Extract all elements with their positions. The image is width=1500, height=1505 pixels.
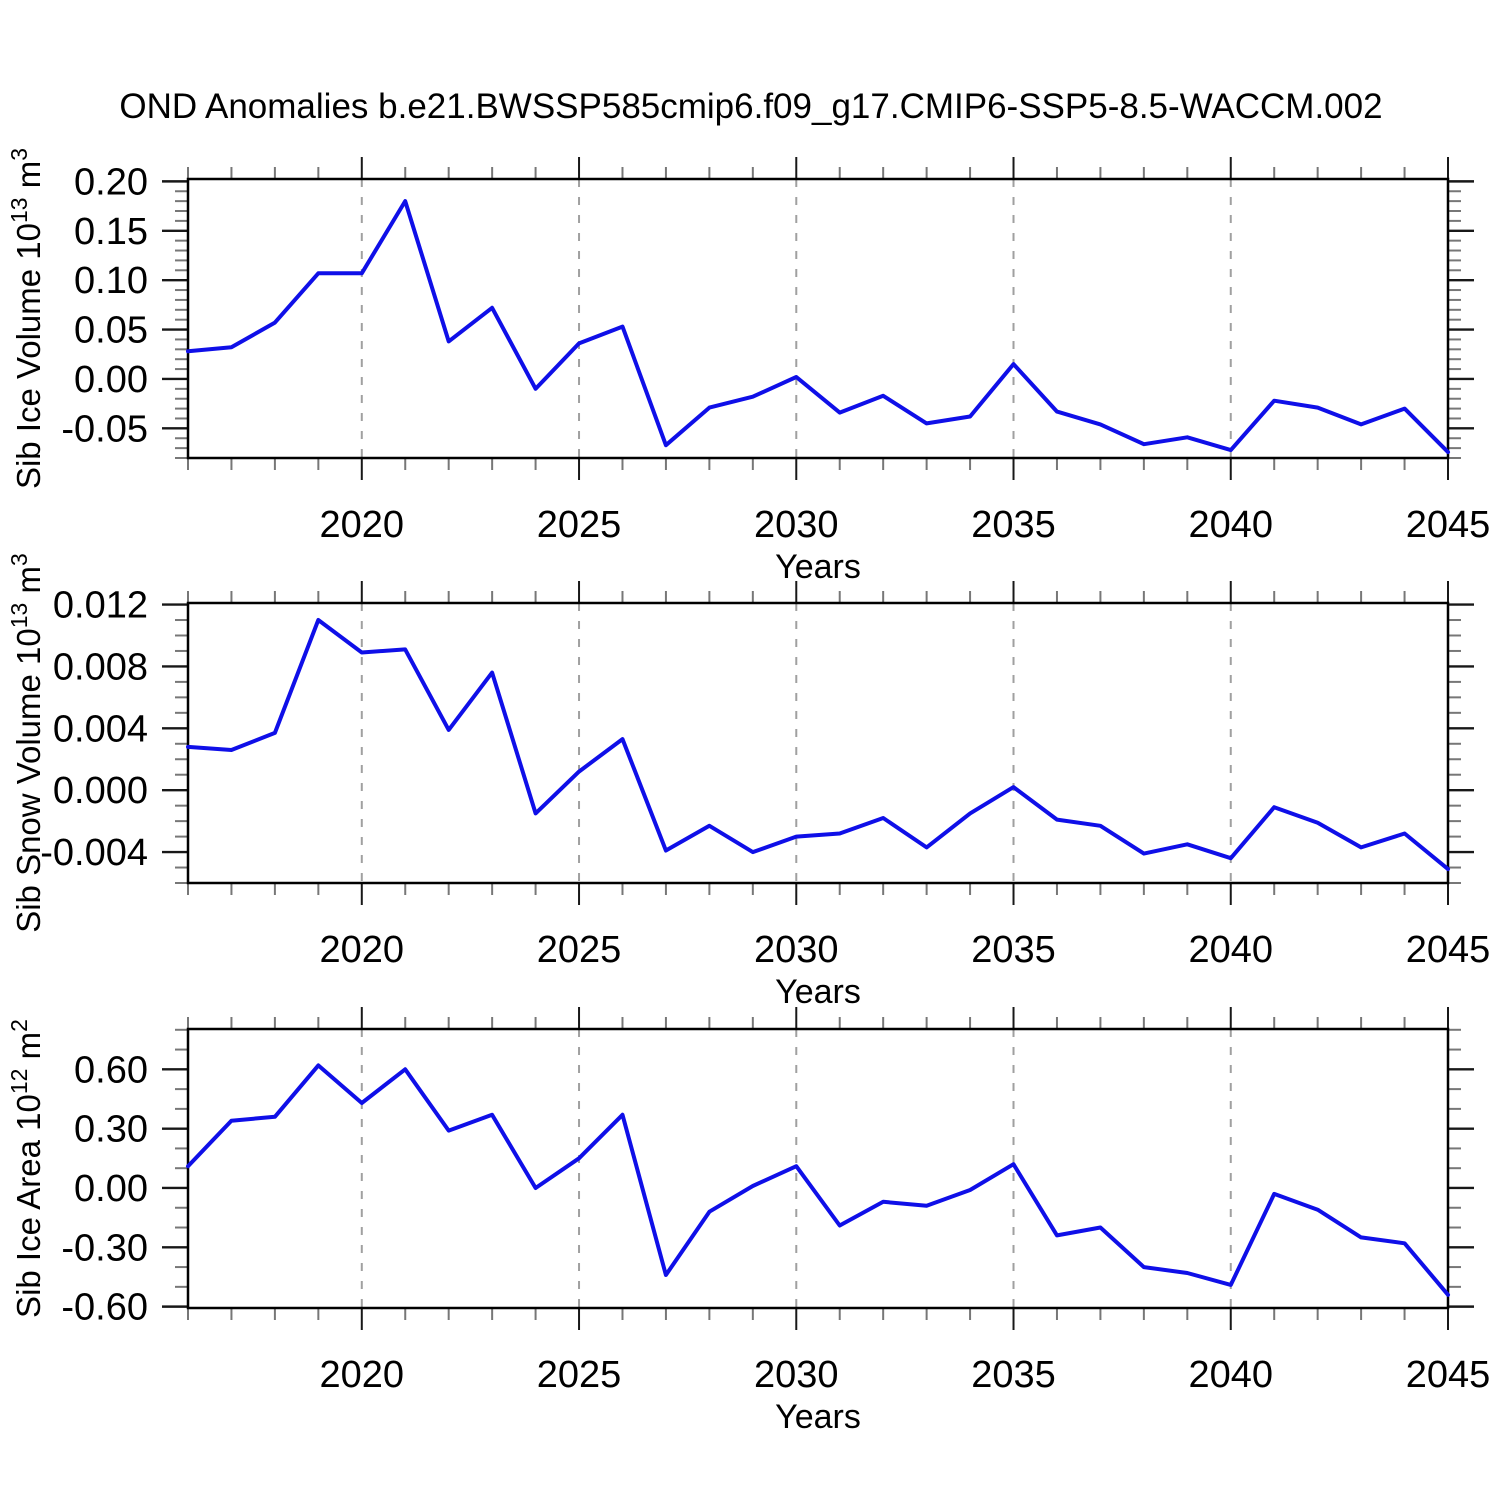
y-tick-label: -0.05 xyxy=(61,408,148,450)
x-tick-label: 2035 xyxy=(971,504,1056,546)
y-tick-label: 0.60 xyxy=(74,1049,148,1091)
panel-sib-ice-area: 0.60 0.30 0.00 -0.30 -0.60 2020 2025 2030 2035 20… xyxy=(61,1007,1490,1396)
y-axis-title-text: Sib Ice Area 10 xyxy=(10,1094,47,1318)
y-tick-label: -0.30 xyxy=(61,1227,148,1269)
exponent: 2 xyxy=(6,1019,32,1032)
panel-sib-ice-volume: 0.20 0.15 0.10 0.05 0.00 -0.05 2020 2025 2030 203… xyxy=(61,157,1490,546)
y-tick-label: 0.20 xyxy=(74,161,148,203)
y-axis-title-sib-snow-volume: Sib Snow Volume 1013 m3 xyxy=(6,553,47,933)
x-tick-label: 2030 xyxy=(754,1354,839,1396)
x-tick-label: 2040 xyxy=(1188,504,1273,546)
x-tick-label: 2030 xyxy=(754,504,839,546)
x-tick-label: 2045 xyxy=(1406,929,1491,971)
y-tick-label: 0.008 xyxy=(53,646,148,688)
plot-frame xyxy=(186,177,1450,460)
x-tick-label: 2020 xyxy=(320,1354,405,1396)
x-tick-label: 2040 xyxy=(1188,929,1273,971)
y-axis-title-text: m xyxy=(10,566,47,603)
exponent: 13 xyxy=(6,603,32,629)
y-axis-title-sib-ice-volume: Sib Ice Volume 1013 m3 xyxy=(6,148,47,489)
y-tick-label: 0.10 xyxy=(74,260,148,302)
x-tick-label: 2035 xyxy=(971,929,1056,971)
x-tick-label: 2040 xyxy=(1188,1354,1273,1396)
x-tick-label: 2025 xyxy=(537,1354,622,1396)
x-tick-label: 2035 xyxy=(971,1354,1056,1396)
plot-frame xyxy=(186,1027,1450,1310)
x-tick-label: 2025 xyxy=(537,504,622,546)
x-tick-label: 2020 xyxy=(320,929,405,971)
exponent: 12 xyxy=(6,1069,32,1095)
y-tick-label: 0.15 xyxy=(74,211,148,253)
x-tick-label: 2045 xyxy=(1406,1354,1491,1396)
y-axis-title-text: Sib Ice Volume 10 xyxy=(10,223,47,489)
series-sib-ice-volume xyxy=(186,199,1450,455)
y-axis-title-sib-ice-area: Sib Ice Area 1012 m2 xyxy=(6,1019,47,1318)
x-axis-title-top: Years xyxy=(775,548,861,586)
exponent: 3 xyxy=(6,148,32,161)
y-tick-label: 0.00 xyxy=(74,1168,148,1210)
chart-title: OND Anomalies b.e21.BWSSP585cmip6.f09_g1… xyxy=(119,87,1382,126)
y-tick-label: 0.000 xyxy=(53,770,148,812)
y-tick-label: 0.004 xyxy=(53,708,148,750)
y-axis-title-text: m xyxy=(10,161,47,198)
y-tick-label: 0.30 xyxy=(74,1109,148,1151)
y-axis-title-text: m xyxy=(10,1032,47,1069)
x-tick-label: 2030 xyxy=(754,929,839,971)
x-axis-title-bottom: Years xyxy=(775,1398,861,1436)
y-tick-label: -0.004 xyxy=(40,832,148,874)
y-tick-label: 0.05 xyxy=(74,310,148,352)
exponent: 13 xyxy=(6,197,32,223)
series-sib-ice-area xyxy=(186,1063,1450,1297)
exponent: 3 xyxy=(6,553,32,566)
panel-sib-snow-volume: 0.012 0.008 0.004 0.000 -0.004 2020 2025 2030 20… xyxy=(40,581,1490,971)
series-sib-snow-volume xyxy=(186,618,1450,872)
y-axis-title-text: Sib Snow Volume 10 xyxy=(10,628,47,933)
x-tick-label: 2020 xyxy=(320,504,405,546)
x-tick-label: 2025 xyxy=(537,929,622,971)
x-axis-title-middle: Years xyxy=(775,973,861,1011)
x-tick-label: 2045 xyxy=(1406,504,1491,546)
y-tick-label: 0.012 xyxy=(53,585,148,627)
y-tick-label: -0.60 xyxy=(61,1287,148,1329)
plot-frame xyxy=(186,601,1450,885)
y-tick-label: 0.00 xyxy=(74,359,148,401)
